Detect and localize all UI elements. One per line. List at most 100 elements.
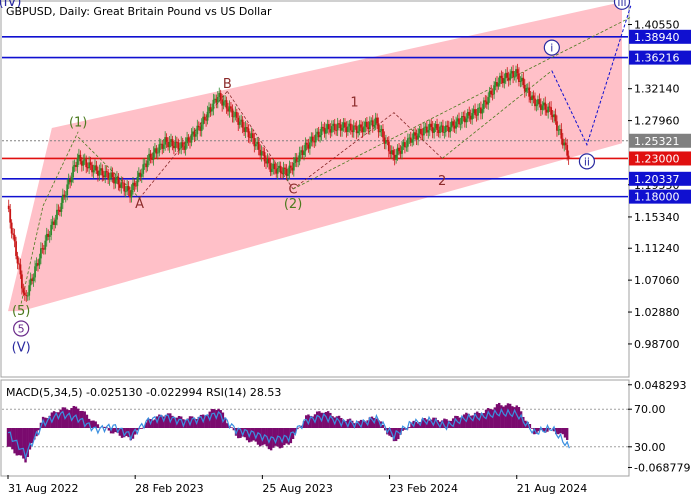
macd-bar-142 bbox=[318, 411, 321, 428]
candle-164 bbox=[247, 124, 250, 143]
candle-body bbox=[67, 179, 70, 185]
candle-body bbox=[165, 137, 168, 142]
candle-body bbox=[254, 144, 257, 147]
candle-body bbox=[558, 129, 561, 130]
macd-bar-189 bbox=[421, 419, 424, 428]
macd-bar-166 bbox=[370, 416, 374, 428]
candle-body bbox=[265, 161, 267, 164]
candle-body bbox=[500, 75, 503, 78]
macd-bar-31 bbox=[74, 406, 78, 428]
candle-181 bbox=[272, 158, 275, 175]
candle-148 bbox=[224, 95, 226, 108]
candle-body bbox=[37, 263, 39, 266]
candle-20 bbox=[37, 259, 39, 272]
candle-body bbox=[503, 78, 506, 84]
candle-203 bbox=[304, 137, 307, 157]
candle-body bbox=[554, 114, 557, 122]
candle-body bbox=[373, 124, 376, 127]
candle-232 bbox=[346, 120, 349, 136]
candle-body bbox=[544, 102, 547, 110]
candle-215 bbox=[322, 123, 324, 132]
candle-body bbox=[132, 182, 134, 191]
candle-258 bbox=[385, 134, 387, 150]
candle-101 bbox=[155, 145, 158, 158]
macd-bar-159 bbox=[355, 423, 358, 428]
wave-path-5 bbox=[441, 70, 553, 159]
macd-bar-10 bbox=[28, 428, 32, 450]
candle-9 bbox=[20, 270, 23, 295]
candle-253 bbox=[377, 117, 380, 138]
candle-body bbox=[232, 116, 235, 118]
macd-bar-244 bbox=[541, 428, 545, 432]
candle-body bbox=[442, 125, 444, 133]
candle-334 bbox=[496, 76, 498, 93]
candle-13 bbox=[26, 292, 29, 301]
candle-body bbox=[50, 224, 53, 236]
candle-body bbox=[522, 77, 525, 86]
candle-256 bbox=[382, 124, 384, 142]
candle-body bbox=[158, 144, 161, 153]
candle-body bbox=[389, 151, 392, 155]
wave-circle-8 bbox=[578, 153, 596, 170]
candle-40 bbox=[66, 178, 69, 201]
channel-layer bbox=[8, 2, 622, 312]
macd-bar-156 bbox=[348, 418, 352, 428]
candle-159 bbox=[240, 114, 243, 128]
candle-80 bbox=[124, 186, 127, 198]
macd-bar-84 bbox=[191, 416, 194, 428]
candle-205 bbox=[307, 138, 310, 153]
candle-346 bbox=[513, 71, 516, 81]
macd-bar-120 bbox=[269, 428, 273, 451]
candle-125 bbox=[190, 128, 193, 147]
candle-14 bbox=[28, 279, 31, 301]
candle-body bbox=[354, 125, 357, 127]
candle-body bbox=[387, 141, 390, 152]
macd-bar-35 bbox=[83, 411, 86, 428]
candle-6 bbox=[16, 251, 19, 270]
candle-body bbox=[32, 277, 35, 282]
candle-body bbox=[560, 129, 563, 139]
candle-body bbox=[323, 127, 326, 134]
macd-bar-193 bbox=[430, 419, 433, 428]
candles bbox=[7, 63, 570, 302]
candle-body bbox=[345, 127, 348, 132]
candle-228 bbox=[341, 121, 343, 137]
candle-103 bbox=[158, 138, 161, 157]
candle-body bbox=[63, 194, 66, 197]
macd-bar-192 bbox=[427, 420, 431, 428]
wave-label-9: iii bbox=[617, 0, 626, 9]
candle-body bbox=[341, 127, 343, 131]
candle-body bbox=[183, 146, 186, 150]
candle-body bbox=[298, 152, 301, 162]
macd-bar-29 bbox=[70, 408, 73, 428]
candle-body bbox=[97, 170, 99, 176]
candle-274 bbox=[408, 133, 411, 145]
candle-body bbox=[13, 234, 16, 242]
candle-body bbox=[129, 190, 131, 198]
candle-body bbox=[41, 248, 44, 250]
candle-body bbox=[402, 142, 405, 147]
candle-90 bbox=[139, 169, 142, 182]
candle-328 bbox=[487, 92, 490, 110]
candle-body bbox=[480, 107, 482, 114]
candle-body bbox=[243, 127, 245, 132]
candle-body bbox=[181, 142, 184, 147]
candle-191 bbox=[287, 167, 289, 182]
candle-body bbox=[406, 138, 409, 147]
macd-bar-241 bbox=[535, 428, 538, 434]
candle-body bbox=[300, 150, 303, 153]
candle-65 bbox=[102, 170, 105, 181]
candle-305 bbox=[453, 119, 456, 133]
candle-351 bbox=[520, 74, 523, 87]
candle-body bbox=[370, 120, 373, 122]
candle-212 bbox=[317, 126, 320, 142]
candle-283 bbox=[421, 128, 424, 140]
macd-bar-131 bbox=[294, 428, 297, 434]
macd-bar-177 bbox=[394, 428, 398, 442]
candle-208 bbox=[311, 132, 314, 147]
macd-bar-184 bbox=[410, 422, 413, 428]
candle-207 bbox=[310, 132, 313, 147]
candle-body bbox=[58, 209, 61, 212]
macd-bar-147 bbox=[329, 412, 332, 428]
candle-body bbox=[420, 128, 422, 135]
